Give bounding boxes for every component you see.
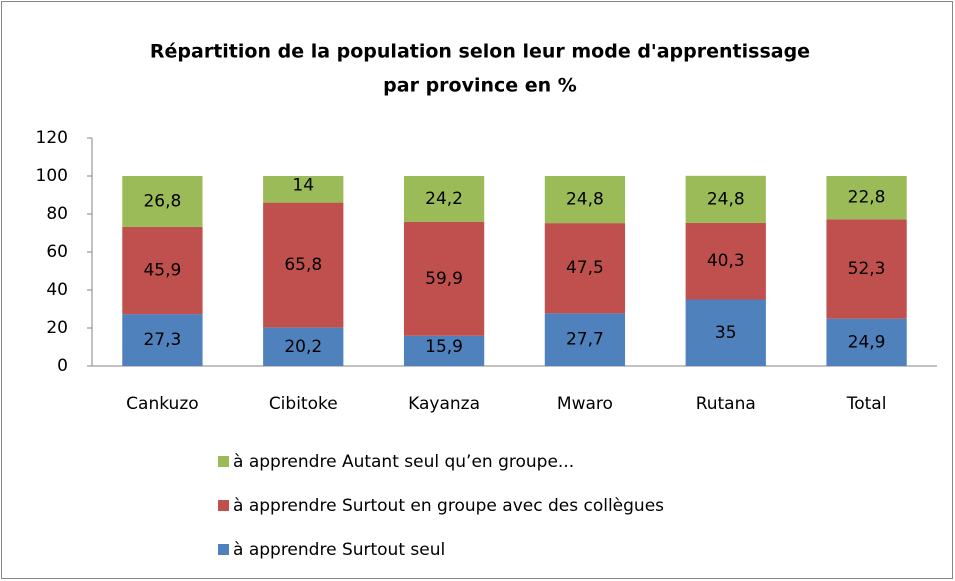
bar-segment xyxy=(263,202,344,328)
legend-label: à apprendre Surtout en groupe avec des c… xyxy=(233,496,664,516)
bar-segment xyxy=(122,176,203,227)
bar-segment xyxy=(403,176,485,222)
bar-segment xyxy=(826,318,907,366)
bar-segment xyxy=(544,176,626,224)
x-tick-label: Rutana xyxy=(696,394,756,414)
bar-segment xyxy=(263,327,344,366)
x-tick-label: Cibitoke xyxy=(269,394,338,414)
data-label: 22,8 xyxy=(848,188,886,208)
x-tick-label: Kayanza xyxy=(408,394,480,414)
legend-swatch xyxy=(218,456,229,467)
y-tick-label: 80 xyxy=(46,204,68,224)
bar-segment xyxy=(403,221,485,336)
bar-segment xyxy=(544,313,626,366)
bar-segment xyxy=(826,219,907,319)
data-label: 65,8 xyxy=(284,255,322,275)
bar-segment xyxy=(544,223,626,314)
data-label: 35 xyxy=(715,323,737,343)
legend-label: à apprendre Surtout seul xyxy=(233,540,445,560)
y-tick-label: 60 xyxy=(46,242,68,262)
data-label: 52,3 xyxy=(848,259,886,279)
x-tick-label: Mwaro xyxy=(557,394,613,414)
data-label: 20,2 xyxy=(284,337,322,357)
y-tick-label: 100 xyxy=(36,166,68,186)
data-label: 24,8 xyxy=(707,189,745,209)
x-tick-label: Cankuzo xyxy=(126,394,198,414)
data-label: 24,2 xyxy=(425,189,463,209)
y-tick-label: 0 xyxy=(57,356,68,376)
data-label: 40,3 xyxy=(707,251,745,271)
bar-segment xyxy=(685,175,766,223)
chart-title: Répartition de la population selon leur … xyxy=(150,41,810,63)
legend-label: à apprendre Autant seul qu’en groupe... xyxy=(233,452,574,472)
bar-segment xyxy=(685,299,766,366)
x-tick-label: Total xyxy=(846,394,887,414)
data-label: 14 xyxy=(292,175,314,195)
y-tick-label: 120 xyxy=(36,128,68,148)
y-tick-label: 40 xyxy=(46,280,68,300)
y-tick-label: 20 xyxy=(46,318,68,338)
bar-segment xyxy=(685,222,766,300)
bar-segment xyxy=(122,314,203,366)
legend-swatch xyxy=(218,500,229,511)
bar-segment xyxy=(826,176,907,220)
data-label: 27,7 xyxy=(566,330,604,350)
data-label: 59,9 xyxy=(425,269,463,289)
data-label: 47,5 xyxy=(566,258,604,278)
bar-segment xyxy=(403,335,485,366)
data-label: 24,8 xyxy=(566,190,604,210)
chart-title: par province en % xyxy=(383,75,577,97)
data-label: 24,9 xyxy=(848,332,886,352)
bar-segment xyxy=(122,226,203,315)
bar-segment xyxy=(263,176,344,203)
data-label: 26,8 xyxy=(143,191,181,211)
legend-swatch xyxy=(218,544,229,555)
data-label: 15,9 xyxy=(425,337,463,357)
data-label: 45,9 xyxy=(143,261,181,281)
data-label: 27,3 xyxy=(143,330,181,350)
